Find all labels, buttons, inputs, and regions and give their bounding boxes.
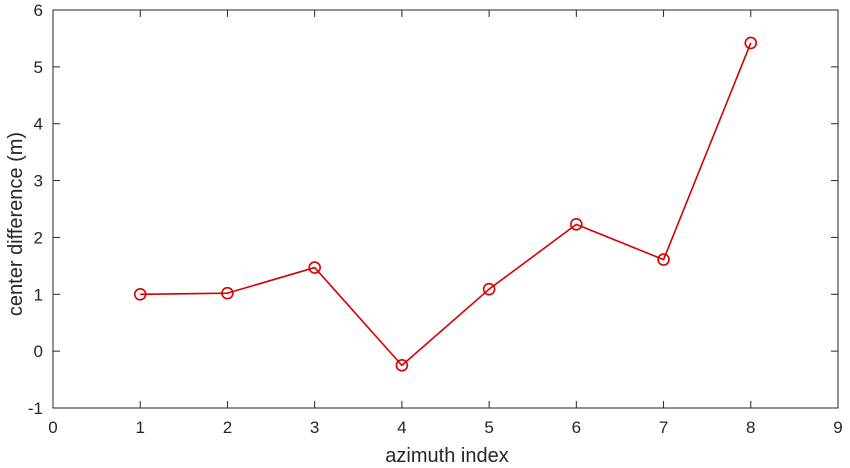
data-point-marker — [570, 218, 583, 231]
x-tick-label: 8 — [746, 418, 755, 437]
x-tick-label: 4 — [397, 418, 406, 437]
x-tick-label: 1 — [135, 418, 144, 437]
x-tick-label: 2 — [223, 418, 232, 437]
x-tick-label: 6 — [572, 418, 581, 437]
data-point-marker — [395, 359, 409, 372]
x-tick-label: 3 — [310, 418, 319, 437]
data-point-marker — [744, 36, 758, 50]
data-point-marker — [221, 286, 234, 300]
series-layer — [133, 36, 758, 372]
plot-box — [52, 9, 839, 409]
x-tick-label: 0 — [48, 418, 57, 437]
y-tick-label: 6 — [34, 1, 43, 20]
x-tick-label: 7 — [659, 418, 668, 437]
x-tick-label: 9 — [833, 418, 842, 437]
y-tick-label: 0 — [34, 342, 43, 361]
y-tick-label: 3 — [34, 172, 43, 191]
data-point-marker — [657, 253, 670, 266]
y-tick-label: 1 — [34, 285, 43, 304]
axes — [52, 9, 839, 409]
data-point-marker — [482, 282, 496, 296]
x-axis-label: azimuth index — [385, 445, 508, 467]
y-tick-label: -1 — [28, 399, 43, 418]
y-tick-label: 4 — [34, 115, 43, 134]
y-tick-label: 5 — [34, 58, 43, 77]
y-axis-label: center difference (m) — [5, 132, 27, 316]
x-tick-label: 5 — [484, 418, 493, 437]
tick-labels: 0 1 2 3 4 5 6 7 8 9 -1 0 1 2 3 4 5 6 — [28, 1, 843, 437]
data-point-marker — [133, 287, 147, 301]
data-point-marker — [308, 261, 321, 274]
y-tick-label: 2 — [34, 228, 43, 247]
series-line — [140, 42, 752, 367]
